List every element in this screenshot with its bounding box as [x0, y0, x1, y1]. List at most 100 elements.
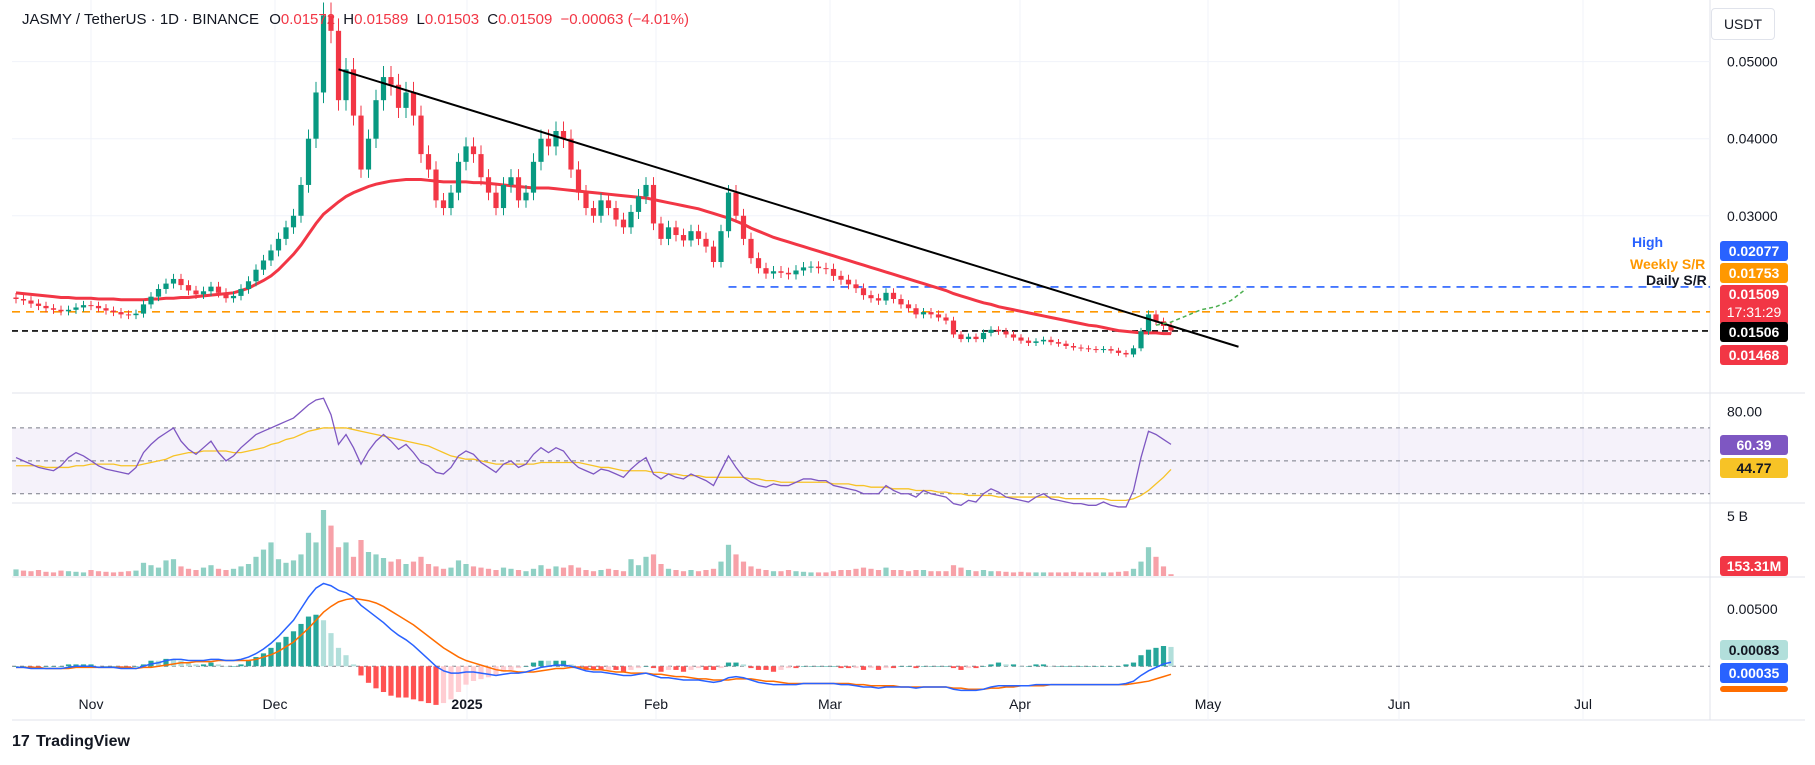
volume-bar: [470, 566, 477, 576]
macd-histogram-bar: [1153, 647, 1159, 667]
macd-histogram-bar: [553, 660, 559, 667]
candle-body: [230, 295, 237, 299]
macd-histogram-bar: [140, 664, 147, 667]
volume-bar: [748, 566, 754, 576]
volume-bar: [380, 558, 387, 576]
volume-bar: [238, 566, 244, 576]
volume-bar: [403, 564, 409, 576]
candle-body: [1108, 349, 1114, 351]
macd-histogram-bar: [500, 666, 507, 672]
macd-histogram-bar: [313, 614, 319, 667]
volume-bar: [185, 568, 192, 576]
macd-histogram-bar: [43, 666, 49, 667]
volume-bar: [410, 561, 417, 576]
volume-bar: [868, 568, 874, 576]
macd-histogram-bar: [920, 666, 927, 667]
volume-bar: [845, 570, 852, 576]
macd-histogram-bar: [245, 660, 252, 667]
macd-histogram-bar: [1010, 664, 1017, 667]
volume-bar: [995, 571, 1002, 576]
macd-histogram-bar: [1048, 666, 1054, 667]
candle-body: [500, 184, 507, 209]
volume-bar: [448, 567, 454, 576]
macd-histogram-bar: [943, 666, 949, 667]
candle-body: [463, 146, 469, 162]
macd-histogram-bar: [883, 666, 889, 669]
tradingview-logo-icon: 17: [12, 733, 30, 750]
tradingview-brand: 17 TradingView: [12, 733, 130, 751]
macd-histogram-bar: [770, 666, 777, 672]
macd-histogram-bar: [418, 666, 424, 702]
macd-histogram-bar: [95, 666, 102, 667]
candle-body: [373, 100, 379, 139]
candle-body: [1025, 340, 1032, 343]
candle-body: [260, 260, 267, 270]
volume-bar: [853, 568, 859, 576]
macd-histogram-bar: [208, 662, 214, 667]
x-tick-label: 2025: [451, 696, 482, 712]
candle-body: [875, 298, 882, 301]
volume-bar: [35, 570, 42, 576]
candle-body: [665, 227, 672, 239]
candle-body: [28, 300, 34, 304]
candle-body: [523, 192, 529, 201]
currency-unit-button[interactable]: USDT: [1711, 8, 1775, 40]
volume-bar: [148, 565, 154, 576]
macd-histogram-bar: [403, 666, 409, 698]
candle-body: [643, 184, 649, 197]
close-value: 0.01509: [498, 11, 553, 28]
last-price-value: 0.01509: [1728, 286, 1780, 302]
volume-bar: [433, 566, 439, 576]
candle-body: [740, 215, 747, 239]
macd-histogram-bar: [215, 664, 222, 667]
volume-bar: [553, 566, 559, 576]
macd-histogram-bar: [283, 636, 289, 667]
volume-bar: [1010, 572, 1017, 576]
macd-histogram-bar: [1130, 662, 1137, 667]
rsi-line: [15, 397, 1172, 508]
sma-line: [15, 178, 1171, 336]
macd-histogram-bar: [928, 666, 934, 667]
volume-bar: [1168, 574, 1174, 576]
volume-bar: [643, 556, 649, 576]
macd-histogram-bar: [485, 666, 492, 678]
candle-body: [178, 278, 184, 286]
macd-histogram-bar: [373, 666, 379, 689]
y-tick-label: 0.04000: [1727, 131, 1778, 147]
volume-bar: [980, 570, 987, 576]
candle-body: [703, 238, 709, 247]
volume-bar: [575, 567, 582, 576]
volume-bar: [958, 567, 964, 576]
macd-histogram-bar: [268, 647, 274, 667]
macd-histogram-bar: [725, 662, 732, 667]
macd-histogram-bar: [688, 666, 694, 670]
volume-bar: [493, 570, 499, 576]
volume-bar: [478, 567, 484, 576]
volume-bar: [508, 568, 514, 576]
macd-histogram-bar: [275, 642, 282, 667]
x-tick-label: Feb: [644, 696, 668, 712]
candle-body: [328, 15, 334, 31]
macd-histogram-bar: [718, 666, 724, 669]
candle-body: [403, 92, 409, 108]
volume-bar: [208, 565, 214, 576]
macd-histogram-bar: [980, 666, 987, 667]
macd-histogram-bar: [710, 666, 717, 670]
volume-bar: [568, 565, 574, 576]
macd-histogram-bar: [988, 664, 994, 667]
brand-name: TradingView: [36, 733, 130, 750]
macd-histogram-bar: [1085, 666, 1092, 667]
volume-bar: [890, 570, 897, 576]
macd-histogram-bar: [853, 666, 859, 669]
macd-histogram-bar: [868, 666, 874, 669]
macd-histogram-bar: [223, 666, 229, 667]
macd-histogram-bar: [290, 631, 297, 667]
macd-histogram-bar: [950, 666, 957, 669]
candle-body: [673, 227, 679, 236]
macd-value-tag: 0.00035: [1720, 663, 1788, 683]
candle-body: [1145, 314, 1152, 332]
volume-bar: [935, 571, 942, 576]
volume-bar: [1003, 571, 1009, 576]
macd-histogram-bar: [88, 664, 94, 667]
